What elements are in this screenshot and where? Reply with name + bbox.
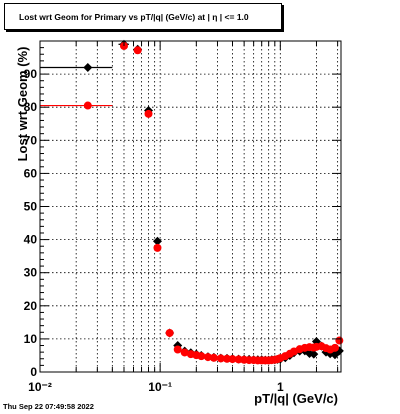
x-tick-label: 1 [277,380,284,394]
y-tick-label: 30 [24,266,38,280]
data-point [180,348,189,357]
data-point [309,349,319,359]
grid [39,41,341,372]
data-point [203,353,212,362]
y-tick-label: 50 [24,200,38,214]
data-point [197,352,206,361]
data-point [152,236,162,246]
y-tick-label: 40 [24,233,38,247]
data-point [216,354,225,363]
y-axis-title: Lost wrt Geom (%) [15,46,30,162]
y-tick-label: 70 [24,133,38,147]
data-point [173,345,182,354]
x-tick-label: 10⁻² [28,380,52,394]
data-point [133,46,142,55]
timestamp: Thu Sep 22 07:49:58 2022 [3,402,94,411]
y-tick-label: 10 [24,332,38,346]
series-black [40,39,344,365]
data-series [40,39,344,365]
x-axis-title: pT/|q| (GeV/c) [254,391,338,406]
data-point [83,101,92,110]
data-point [153,243,162,252]
axis-ticks [39,41,341,373]
data-point [330,343,339,352]
series-red [40,41,344,365]
y-tick-label: 80 [24,100,38,114]
data-point [83,62,93,72]
x-tick-label: 10⁻¹ [148,380,172,394]
data-point [165,328,174,337]
data-point [228,355,237,364]
y-tick-label: 90 [24,67,38,81]
y-tick-label: 20 [24,299,38,313]
chart-title: Lost wrt Geom for Primary vs pT/|q| (GeV… [4,3,282,30]
data-point [209,353,218,362]
y-tick-label: 60 [24,166,38,180]
data-point [144,109,153,118]
data-point [335,336,344,345]
y-tick-label: 0 [30,365,37,379]
tick-labels: 0 10 20 30 40 50 60 70 80 90 10⁻² 10⁻¹ 1 [24,67,284,394]
